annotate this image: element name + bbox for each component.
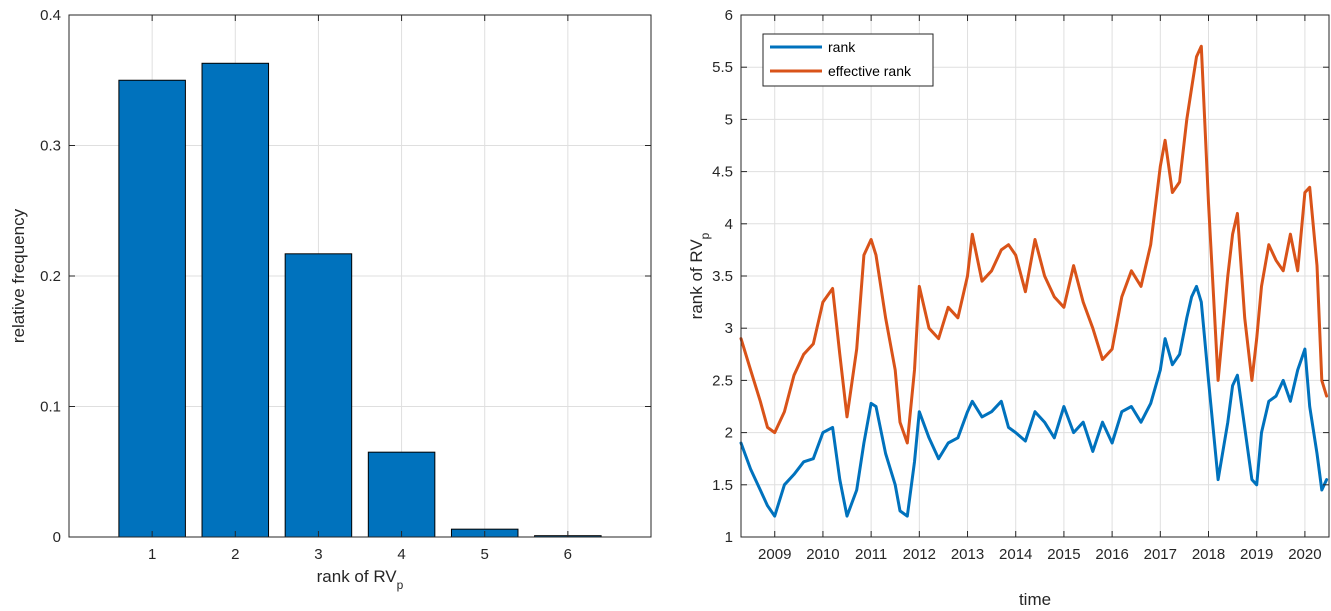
legend: rank effective rank	[762, 33, 934, 87]
bar-y-tick-label: 0.2	[40, 268, 61, 285]
line-y-tick-label: 3.5	[712, 268, 733, 285]
bar-y-tick-label: 0	[53, 529, 61, 546]
line-series	[739, 44, 1329, 518]
line-x-tick-label: 2009	[758, 546, 791, 563]
line-x-tick-label: 2013	[951, 546, 984, 563]
legend-box	[762, 33, 934, 87]
bar-x-tick-label: 3	[314, 546, 322, 563]
legend-label-rank: rank	[828, 39, 856, 55]
line-y-ticks: 1 1.5 2 2.5 3 3.5 4 4.5 5 5.5 6	[712, 7, 1329, 546]
line-y-tick-label: 5	[725, 111, 733, 128]
line-y-tick-label: 2.5	[712, 372, 733, 389]
line-x-tick-label: 2018	[1192, 546, 1225, 563]
bar-x-tick-label: 2	[231, 546, 239, 563]
line-y-axis-label: rank of RVp	[687, 232, 712, 319]
line-x-tick-label: 2019	[1240, 546, 1273, 563]
line-x-tick-label: 2010	[806, 546, 839, 563]
bar-x-tick-label: 1	[148, 546, 156, 563]
bar-y-axis-label: relative frequency	[9, 208, 28, 343]
line-y-tick-label: 5.5	[712, 59, 733, 76]
line-x-tick-label: 2011	[855, 546, 887, 563]
line-x-tick-label: 2017	[1144, 546, 1177, 563]
bar-y-tick-label: 0.3	[40, 138, 61, 155]
bar-y-tick-label: 0.1	[40, 399, 61, 416]
bar-x-axis-label: rank of RVp	[317, 567, 404, 592]
line-x-tick-label: 2015	[1047, 546, 1080, 563]
legend-label-effective-rank: effective rank	[828, 63, 912, 79]
bar-x-ticks: 1 2 3 4 5 6	[148, 15, 572, 563]
bar-chart: 1 2 3 4 5 6 0 0.1 0.2 0.3 0.4 rank of RVp relativ…	[9, 7, 652, 592]
series-line-rank	[739, 284, 1329, 518]
bar-4	[367, 451, 436, 538]
bar-1	[118, 79, 186, 538]
line-y-tick-label: 1.5	[712, 477, 733, 494]
bar-3	[284, 253, 353, 538]
line-x-ticks: 2009 2010 2011 2012 2013 2014 2015 2016 2017 2018…	[758, 15, 1322, 563]
bar-x-tick-label: 5	[481, 546, 489, 563]
bar-x-tick-label: 6	[564, 546, 572, 563]
line-x-tick-label: 2016	[1095, 546, 1128, 563]
line-x-tick-label: 2012	[903, 546, 936, 563]
bar-x-tick-label: 4	[397, 546, 405, 563]
line-y-tick-label: 2	[725, 425, 733, 442]
bar-y-tick-label: 0.4	[40, 7, 61, 24]
bar-2	[201, 62, 270, 538]
line-y-tick-label: 3	[725, 320, 733, 337]
series-line-effective-rank	[739, 44, 1329, 445]
line-chart: 2009 2010 2011 2012 2013 2014 2015 2016 2017 2018…	[687, 7, 1330, 609]
bar-series	[118, 62, 602, 538]
line-x-tick-label: 2020	[1288, 546, 1321, 563]
line-x-tick-label: 2014	[999, 546, 1032, 563]
bar-y-ticks: 0 0.1 0.2 0.3 0.4	[40, 7, 651, 546]
line-y-tick-label: 4	[725, 216, 733, 233]
line-y-tick-label: 4.5	[712, 164, 733, 181]
line-x-axis-label: time	[1019, 590, 1051, 609]
line-y-tick-label: 1	[725, 529, 733, 546]
line-y-tick-label: 6	[725, 7, 733, 24]
